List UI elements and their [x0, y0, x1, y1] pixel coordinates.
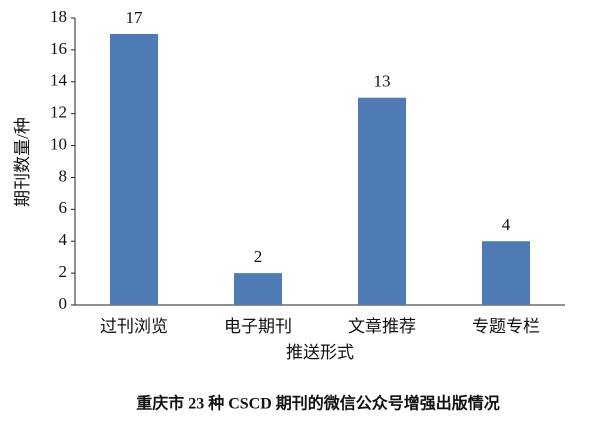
y-axis-label: 期刊数量/种	[13, 117, 32, 207]
x-tick-label: 文章推荐	[348, 317, 416, 336]
bar	[234, 273, 282, 305]
y-tick-label: 10	[50, 134, 67, 153]
data-label: 17	[126, 8, 144, 27]
data-label: 13	[374, 72, 391, 91]
y-tick-label: 18	[50, 7, 67, 26]
y-tick-label: 16	[50, 39, 67, 58]
x-tick-label: 电子期刊	[224, 317, 292, 336]
data-label: 4	[502, 215, 511, 234]
y-tick-label: 0	[59, 294, 68, 313]
bar	[482, 241, 530, 305]
y-tick-label: 4	[59, 230, 68, 249]
y-tick-label: 8	[59, 166, 68, 185]
x-axis-label: 推送形式	[286, 343, 354, 362]
y-tick-label: 14	[50, 71, 68, 90]
x-tick-label: 过刊浏览	[100, 317, 168, 336]
caption: 重庆市 23 种 CSCD 期刊的微信公众号增强出版情况	[136, 394, 500, 413]
y-tick-label: 12	[50, 103, 67, 122]
y-tick-label: 6	[59, 198, 68, 217]
x-tick-label: 专题专栏	[472, 317, 540, 336]
data-label: 2	[254, 247, 263, 266]
bar	[110, 33, 158, 305]
bar	[358, 97, 406, 305]
y-tick-label: 2	[59, 262, 68, 281]
